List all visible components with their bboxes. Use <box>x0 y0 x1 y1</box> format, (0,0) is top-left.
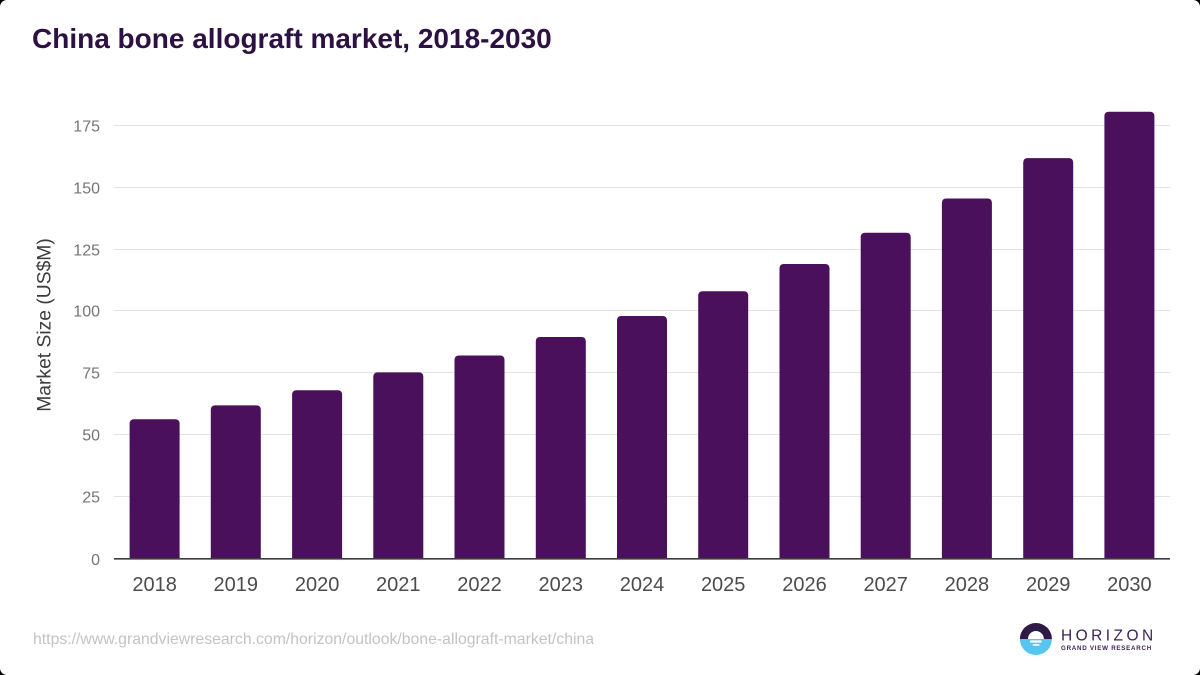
svg-text:0: 0 <box>91 552 100 569</box>
svg-text:2029: 2029 <box>1026 574 1071 596</box>
svg-text:HORIZON: HORIZON <box>1061 627 1157 644</box>
svg-text:2026: 2026 <box>782 574 827 596</box>
svg-text:2018: 2018 <box>132 574 177 596</box>
svg-text:50: 50 <box>82 428 100 445</box>
svg-text:175: 175 <box>73 119 100 136</box>
svg-text:https://www.grandviewresearch.: https://www.grandviewresearch.com/horizo… <box>33 631 594 648</box>
svg-text:2020: 2020 <box>295 574 340 596</box>
svg-text:25: 25 <box>82 490 100 507</box>
svg-text:2024: 2024 <box>620 574 665 596</box>
svg-text:Market Size (US$M): Market Size (US$M) <box>34 238 55 412</box>
svg-text:75: 75 <box>82 366 100 383</box>
svg-text:GRAND VIEW RESEARCH: GRAND VIEW RESEARCH <box>1061 645 1152 652</box>
svg-text:125: 125 <box>73 243 100 260</box>
svg-text:2019: 2019 <box>214 574 259 596</box>
svg-text:2023: 2023 <box>539 574 584 596</box>
svg-text:2025: 2025 <box>701 574 746 596</box>
svg-text:2028: 2028 <box>945 574 990 596</box>
svg-text:150: 150 <box>73 181 100 198</box>
svg-text:China bone allograft market, 2: China bone allograft market, 2018-2030 <box>32 23 552 54</box>
svg-text:2030: 2030 <box>1107 574 1152 596</box>
svg-text:2021: 2021 <box>376 574 421 596</box>
svg-text:100: 100 <box>73 304 100 321</box>
svg-text:2027: 2027 <box>863 574 908 596</box>
svg-text:2022: 2022 <box>457 574 502 596</box>
